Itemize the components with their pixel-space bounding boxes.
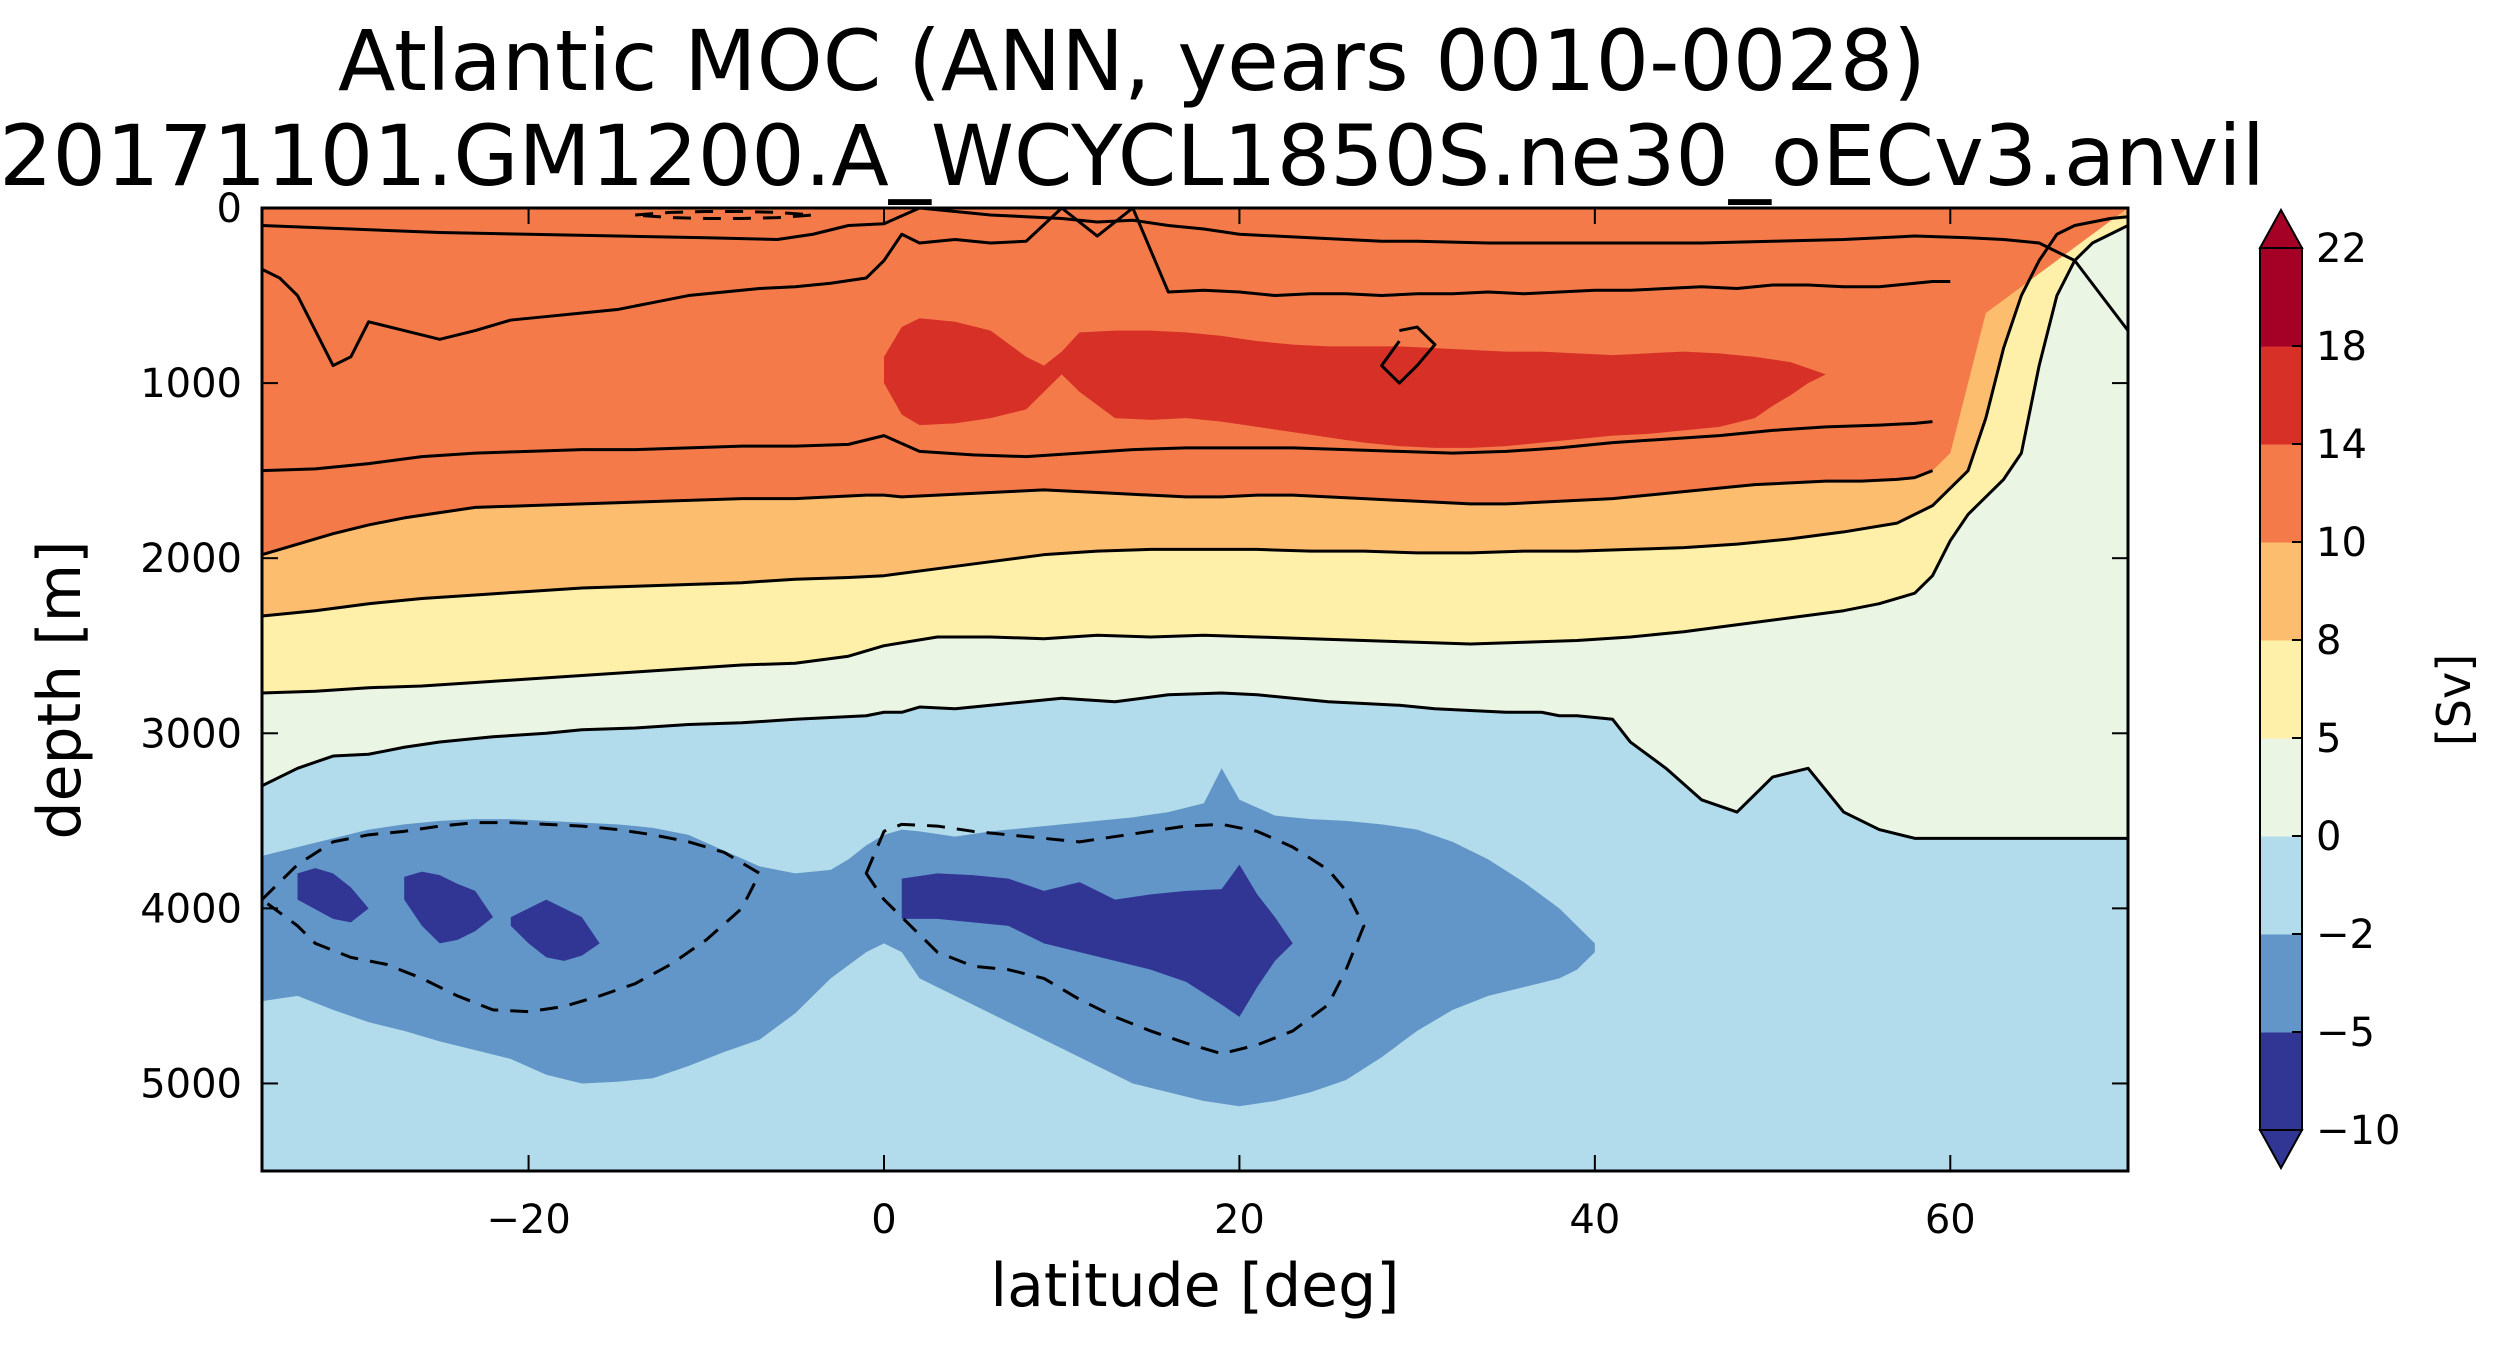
- contour-line-5: [262, 208, 1951, 368]
- colorbar-extend-max: [2258, 207, 2304, 249]
- x-tick-label: 20: [1214, 1197, 1265, 1243]
- contour-line-0: [262, 691, 2128, 840]
- contour-line-6: [262, 208, 2128, 332]
- contour-line-8: [262, 821, 762, 1014]
- plot-frame: [260, 206, 2130, 1173]
- y-tick-label: 2000: [140, 536, 242, 582]
- y-axis: 0 1000 2000 3000 4000 5000: [140, 186, 2128, 1107]
- colorbar-tick-label: 22: [2316, 226, 2367, 272]
- colorbar-segment: [2260, 248, 2302, 347]
- colorbar-extend-min: [2258, 1129, 2304, 1171]
- contour-fill-5: [262, 768, 1595, 1107]
- colorbar-segment: [2260, 346, 2302, 445]
- colorbar-segment: [2260, 738, 2302, 837]
- colorbar-tick-label: 14: [2316, 422, 2367, 468]
- colorbar-segment: [2260, 836, 2302, 935]
- y-tick-label: 5000: [140, 1061, 242, 1107]
- colorbar-tick-label: −5: [2316, 1010, 2375, 1056]
- colorbar-segment: [2260, 640, 2302, 739]
- colorbar-segment: [2260, 1032, 2302, 1131]
- y-axis-label: depth [m]: [25, 541, 95, 840]
- colorbar-label: [Sv]: [2427, 654, 2481, 746]
- colorbar-frame: [2259, 247, 2303, 1131]
- contour-line-2: [262, 215, 2128, 618]
- contour-line-3: [262, 469, 1934, 557]
- y-tick-label: 4000: [140, 886, 242, 932]
- contour-fill-7: [404, 871, 494, 944]
- colorbar-tick-label: −10: [2316, 1108, 2400, 1154]
- colorbar-segment: [2260, 934, 2302, 1033]
- y-tick-label: 0: [217, 186, 242, 232]
- colorbar-segment: [2260, 444, 2302, 543]
- contour-fill-9: [901, 864, 1293, 1017]
- colorbar-segment: [2260, 542, 2302, 641]
- contour-fill-6: [297, 868, 369, 923]
- contour-line-7: [1380, 325, 1437, 385]
- x-tick-label: 60: [1925, 1197, 1976, 1243]
- contour-line-4: [262, 420, 1933, 473]
- x-tick-label: 0: [871, 1197, 896, 1243]
- colorbar-tick-label: 10: [2316, 520, 2367, 566]
- colorbar: −10 −5 −2 0 5 8 10 14 18 22: [2258, 207, 2400, 1171]
- plot-area: [260, 206, 2130, 1173]
- x-tick-label: −20: [486, 1197, 570, 1243]
- x-axis: −20 0 20 40 60: [486, 208, 1976, 1243]
- colorbar-tick-label: 0: [2316, 814, 2341, 860]
- contour-fill-8: [510, 899, 600, 961]
- contour-line-1: [262, 224, 2128, 695]
- chart-title: Atlantic MOC (ANN, years 0010-0028) 2017…: [0, 12, 2265, 205]
- contour-line-9: [864, 822, 1366, 1056]
- y-tick-label: 3000: [140, 711, 242, 757]
- x-tick-label: 40: [1569, 1197, 1620, 1243]
- chart-title-line-1: Atlantic MOC (ANN, years 0010-0028): [338, 12, 1926, 110]
- contour-fill-4: [884, 318, 1826, 448]
- x-axis-label: latitude [deg]: [990, 1251, 1399, 1321]
- colorbar-tick-label: −2: [2316, 912, 2375, 958]
- colorbar-tick-label: 18: [2316, 324, 2367, 370]
- colorbar-tick-label: 5: [2316, 716, 2341, 762]
- chart-title-line-2: 20171101.GM1200.A_WCYCL1850S.ne30_oECv3.…: [0, 107, 2265, 205]
- colorbar-tick-label: 8: [2316, 618, 2341, 664]
- y-tick-label: 1000: [140, 361, 242, 407]
